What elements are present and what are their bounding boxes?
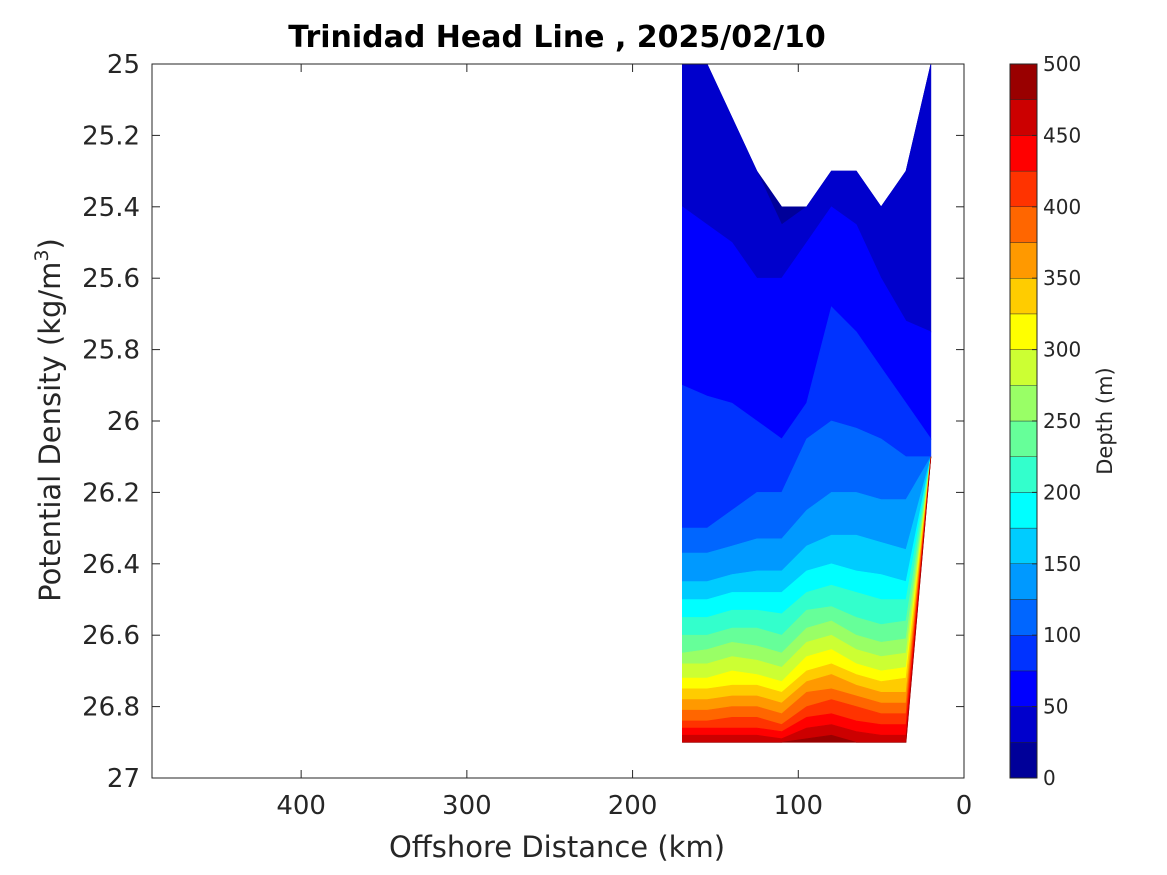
y-tick-labels: 25 25.2 25.4 25.6 25.8 26 26.2 26.4 26.6 26.8 27 <box>82 50 140 794</box>
colorbar-segment-9 <box>1009 420 1038 457</box>
y-tick-label: 25 <box>107 50 140 80</box>
y-axis-label-superscript: 3 <box>31 249 53 261</box>
y-tick-label: 25.8 <box>82 336 140 366</box>
x-tick-label: 100 <box>773 791 823 821</box>
axes <box>151 63 965 779</box>
colorbar-segment-12 <box>1009 313 1038 350</box>
y-tick-label: 26.8 <box>82 693 140 723</box>
colorbar-segment-17 <box>1009 135 1038 172</box>
y-axis-label: Potential Density (kg/m3) <box>31 238 67 602</box>
colorbar-tick-labels: 0 50 100 150 200 250 300 350 400 450 500 <box>1043 52 1081 790</box>
x-tick-label: 300 <box>442 791 492 821</box>
colorbar-segment-11 <box>1009 349 1038 386</box>
x-axis-label: Offshore Distance (km) <box>389 830 725 864</box>
colorbar-segment-0 <box>1009 742 1038 779</box>
y-tick-label: 25.6 <box>82 264 140 294</box>
y-tick-label: 25.2 <box>82 121 140 151</box>
colorbar-segment-3 <box>1009 635 1038 672</box>
y-axis-label-main: Potential Density (kg/m <box>33 262 67 602</box>
colorbar-segment-15 <box>1009 206 1038 243</box>
colorbar-segment-6 <box>1009 527 1038 564</box>
colorbar-tick-label: 100 <box>1043 623 1081 647</box>
colorbar-segment-1 <box>1009 706 1038 743</box>
colorbar-segment-5 <box>1009 563 1038 600</box>
colorbar-tick-label: 50 <box>1043 695 1068 719</box>
y-tick-label: 26 <box>107 407 140 437</box>
colorbar-tick-label: 0 <box>1043 766 1056 790</box>
colorbar-segment-10 <box>1009 385 1038 422</box>
colorbar-tick-label: 350 <box>1043 266 1081 290</box>
colorbar <box>1009 63 1038 779</box>
colorbar-tick-label: 500 <box>1043 52 1081 76</box>
contour-band-19 <box>682 456 932 743</box>
colorbar-label: Depth (m) <box>1093 367 1117 474</box>
colorbar-segment-8 <box>1009 456 1038 493</box>
colorbar-tick-label: 450 <box>1043 123 1081 147</box>
x-tick-label: 200 <box>608 791 658 821</box>
colorbar-tick-label: 200 <box>1043 480 1081 504</box>
colorbar-segment-4 <box>1009 599 1038 636</box>
y-axis-label-close: ) <box>33 238 67 249</box>
colorbar-segment-7 <box>1009 492 1038 529</box>
colorbar-segment-13 <box>1009 278 1038 315</box>
colorbar-tick-label: 250 <box>1043 409 1081 433</box>
chart-title: Trinidad Head Line , 2025/02/10 <box>288 20 825 55</box>
colorbar-tick-label: 150 <box>1043 552 1081 576</box>
colorbar-segment-2 <box>1009 670 1038 707</box>
colorbar-tick-label: 400 <box>1043 195 1081 219</box>
y-tick-label: 25.4 <box>82 193 140 223</box>
y-tick-label: 26.6 <box>82 621 140 651</box>
colorbar-segment-16 <box>1009 170 1038 208</box>
x-tick-labels: 400 300 200 100 0 <box>276 791 972 821</box>
colorbar-tick-label: 300 <box>1043 338 1081 362</box>
colorbar-segment-14 <box>1009 242 1038 279</box>
y-tick-label: 26.4 <box>82 550 140 580</box>
depth-contour-fills <box>681 63 932 743</box>
y-tick-label: 26.2 <box>82 478 140 508</box>
colorbar-segment-18 <box>1009 99 1038 136</box>
x-tick-label: 400 <box>276 791 326 821</box>
y-tick-label: 27 <box>107 764 140 794</box>
colorbar-segment-19 <box>1009 63 1038 100</box>
x-tick-label: 0 <box>956 791 973 821</box>
